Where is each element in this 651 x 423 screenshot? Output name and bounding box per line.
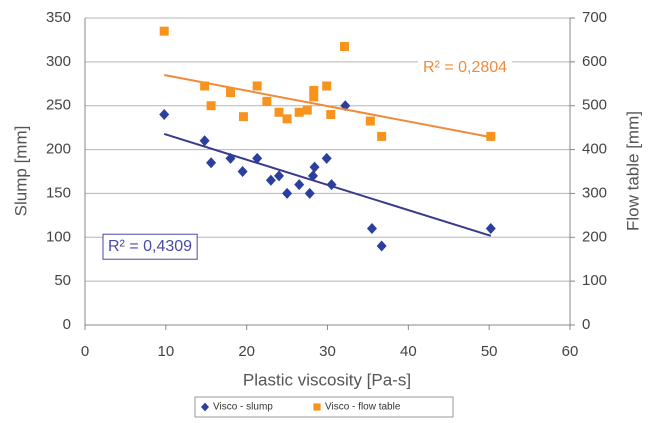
y2-tick-label: 500 xyxy=(582,97,607,114)
x-tick-label: 50 xyxy=(481,343,498,360)
x-tick-label: 60 xyxy=(562,343,579,360)
point xyxy=(274,170,284,182)
y2-axis-title: Flow table [mm] xyxy=(623,111,642,231)
point xyxy=(200,81,210,91)
point xyxy=(339,42,349,52)
legend-text: Visco - flow table xyxy=(325,402,401,413)
y-tick-label: 350 xyxy=(46,9,71,26)
y2-tick-label: 600 xyxy=(582,53,607,70)
x-tick-label: 20 xyxy=(238,343,255,360)
point xyxy=(376,240,387,252)
x-tick-label: 30 xyxy=(319,343,336,360)
point xyxy=(485,223,496,235)
point xyxy=(226,88,235,98)
y2-tick-label: 0 xyxy=(582,316,590,333)
y2-tick-label: 700 xyxy=(582,9,607,26)
point xyxy=(282,114,292,124)
y-axis-title: Slump [mm] xyxy=(11,126,30,217)
x-axis-title: Plastic viscosity [Pa-s] xyxy=(243,370,411,389)
y-tick-label: 100 xyxy=(46,228,71,245)
point xyxy=(274,107,284,117)
point xyxy=(238,112,248,122)
y2-tick-label: 300 xyxy=(582,184,607,201)
annotation-box xyxy=(418,55,513,81)
point xyxy=(307,170,318,182)
point xyxy=(262,96,272,106)
point xyxy=(304,187,315,199)
point xyxy=(302,105,312,115)
annotation: R² = 0,2804 xyxy=(423,59,507,76)
x-tick-label: 10 xyxy=(157,343,174,360)
annotation: R² = 0,4309 xyxy=(108,238,192,255)
y-tick-label: 300 xyxy=(46,53,71,70)
point xyxy=(282,187,293,199)
legend-text: Visco - slump xyxy=(213,402,273,413)
trend-line xyxy=(164,74,491,139)
point xyxy=(366,223,377,235)
point xyxy=(159,26,169,36)
point xyxy=(237,166,248,177)
y-tick-label: 200 xyxy=(46,141,71,158)
point xyxy=(225,152,236,164)
point xyxy=(326,109,336,119)
x-tick-label: 40 xyxy=(400,343,417,360)
point xyxy=(206,157,217,169)
y-tick-label: 0 xyxy=(63,316,71,333)
y2-tick-label: 200 xyxy=(582,228,607,245)
point xyxy=(321,152,332,164)
point xyxy=(377,131,387,141)
legend-box xyxy=(194,396,454,418)
point xyxy=(365,116,375,126)
point xyxy=(326,179,337,191)
x-tick-label: 0 xyxy=(81,343,89,360)
point xyxy=(486,131,496,141)
point xyxy=(309,92,319,102)
point xyxy=(309,85,319,95)
point xyxy=(294,179,305,191)
legend-marker xyxy=(313,403,321,411)
y-tick-label: 150 xyxy=(46,184,71,201)
point xyxy=(199,135,210,147)
point xyxy=(206,101,216,111)
y2-tick-label: 100 xyxy=(582,272,607,289)
point xyxy=(322,81,332,91)
point xyxy=(252,81,262,91)
y2-tick-label: 400 xyxy=(582,141,607,158)
annotation-box xyxy=(102,233,198,260)
y-tick-label: 250 xyxy=(46,97,71,114)
point xyxy=(265,174,276,186)
point xyxy=(294,107,304,117)
point xyxy=(309,161,320,173)
y-tick-label: 50 xyxy=(54,272,71,289)
point xyxy=(159,108,170,120)
point xyxy=(252,152,263,164)
